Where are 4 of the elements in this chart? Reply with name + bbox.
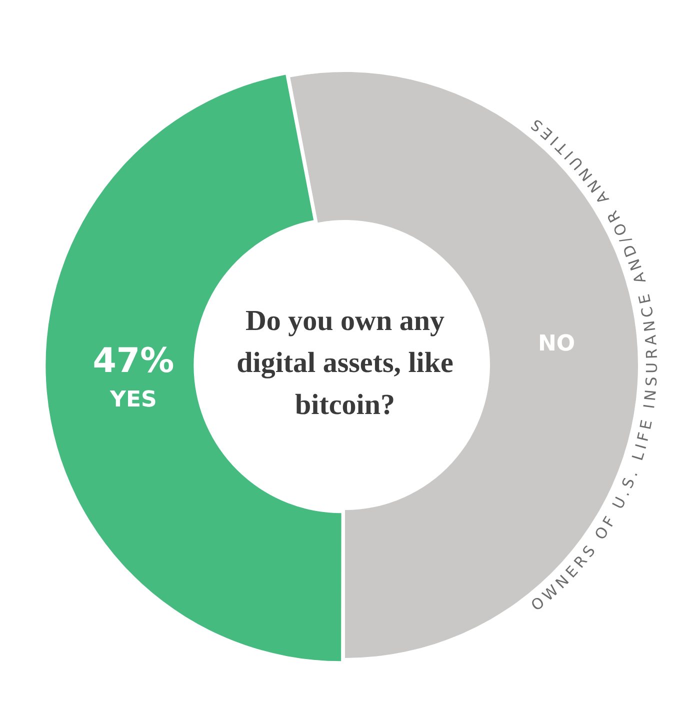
slice-label: NO (538, 332, 576, 357)
data-label: 47% (92, 340, 174, 381)
slice-label: YES (109, 388, 157, 413)
text: Do you own any digital assets, like bitcoin? (236, 304, 454, 423)
